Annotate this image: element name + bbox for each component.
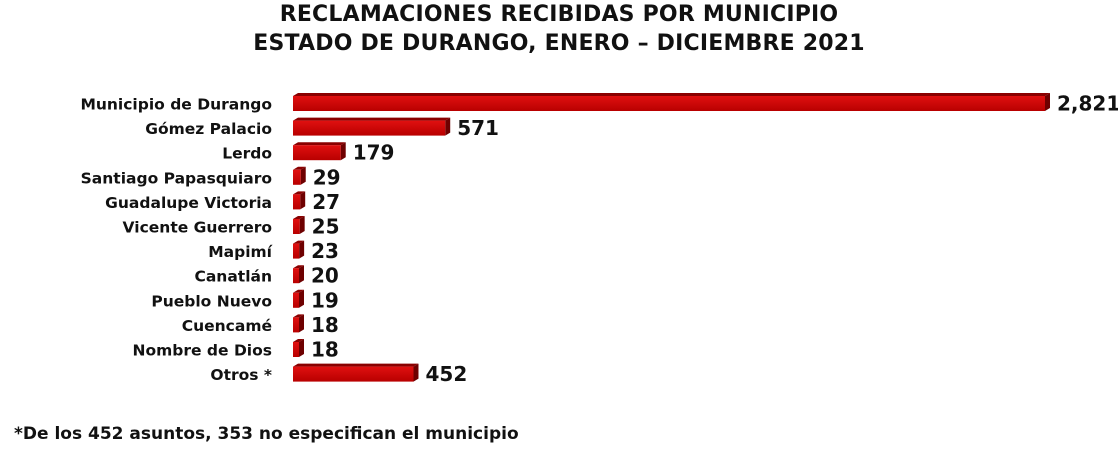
- bar-group: Canatlán 20: [194, 264, 338, 288]
- bar-side-face: [413, 363, 419, 382]
- value-label: 25: [312, 215, 340, 239]
- bar-side-face: [445, 117, 451, 136]
- bar: [293, 169, 301, 185]
- bar-group: Cuencamé 18: [182, 313, 339, 337]
- bar: [293, 342, 299, 357]
- value-label: 18: [311, 313, 339, 337]
- category-label: Guadalupe Victoria: [105, 194, 272, 212]
- value-label: 18: [311, 338, 339, 362]
- bar-top-face: [293, 142, 346, 146]
- value-label: 23: [311, 239, 339, 263]
- category-label: Nombre de Dios: [133, 342, 272, 360]
- bar-side-face: [299, 339, 304, 357]
- footnote: *De los 452 asuntos, 353 no especifican …: [14, 424, 519, 444]
- category-label: Pueblo Nuevo: [151, 292, 272, 310]
- bar-top-face: [293, 191, 306, 195]
- bar-side-face: [299, 289, 304, 308]
- bar-top-face: [293, 265, 304, 269]
- value-label: 20: [311, 264, 339, 288]
- bar: [293, 120, 446, 136]
- bar-group: Otros * 452: [210, 362, 467, 386]
- category-label: Cuencamé: [182, 317, 272, 335]
- bar: [293, 268, 299, 284]
- bar-side-face: [340, 142, 346, 161]
- bar-side-face: [300, 191, 306, 210]
- bar-side-face: [1045, 93, 1050, 111]
- category-label: Gómez Palacio: [145, 120, 272, 138]
- bar-top-face: [293, 93, 1050, 96]
- category-label: Otros *: [210, 366, 272, 384]
- bar-top-face: [293, 240, 305, 244]
- bar-top-face: [293, 314, 304, 318]
- bar-top-face: [293, 117, 451, 121]
- bar-top-face: [293, 216, 305, 219]
- bar-group: Gómez Palacio 571: [145, 116, 499, 140]
- bar-group: Nombre de Dios 18: [133, 338, 339, 362]
- bar-side-face: [299, 240, 305, 259]
- value-label: 27: [312, 190, 340, 214]
- value-label: 2,821: [1057, 92, 1118, 116]
- bar-group: Santiago Papasquiaro 29: [81, 165, 341, 189]
- chart-title: RECLAMACIONES RECIBIDAS POR MUNICIPIO: [279, 2, 839, 27]
- category-label: Vicente Guerrero: [123, 219, 272, 237]
- bar-side-face: [299, 265, 304, 284]
- category-label: Lerdo: [222, 145, 272, 163]
- bar-top-face: [293, 339, 304, 342]
- bar-group: Pueblo Nuevo 19: [151, 288, 338, 312]
- category-label: Mapimí: [208, 243, 272, 261]
- bar-top-face: [293, 166, 306, 170]
- bar-side-face: [299, 216, 305, 234]
- bar-group: Guadalupe Victoria 27: [105, 190, 340, 214]
- value-label: 452: [425, 362, 467, 386]
- value-label: 179: [353, 141, 395, 165]
- bar: [293, 219, 300, 234]
- bar-side-face: [299, 314, 304, 333]
- bar-group: Lerdo 179: [222, 141, 394, 165]
- bar: [293, 243, 300, 259]
- category-label: Canatlán: [194, 268, 272, 286]
- category-label: Santiago Papasquiaro: [81, 169, 272, 187]
- chart-subtitle: ESTADO DE DURANGO, ENERO – DICIEMBRE 202…: [253, 31, 865, 56]
- bar-top-face: [293, 289, 304, 293]
- bar: [293, 292, 299, 308]
- bar: [293, 145, 341, 161]
- bar: [293, 194, 301, 210]
- bar-top-face: [293, 363, 419, 367]
- chart-title-block: RECLAMACIONES RECIBIDAS POR MUNICIPIO ES…: [0, 0, 1118, 58]
- bar: [293, 317, 299, 333]
- bar-group: Mapimí 23: [208, 239, 339, 263]
- bar: [293, 96, 1045, 111]
- bar: [293, 366, 414, 382]
- bar-side-face: [300, 166, 306, 185]
- value-label: 29: [313, 165, 341, 189]
- category-label: Municipio de Durango: [80, 96, 272, 114]
- bar-group: Vicente Guerrero 25: [123, 215, 340, 239]
- value-label: 19: [311, 288, 339, 312]
- value-label: 571: [457, 116, 499, 140]
- bar-group: Municipio de Durango 2,821: [80, 92, 1118, 116]
